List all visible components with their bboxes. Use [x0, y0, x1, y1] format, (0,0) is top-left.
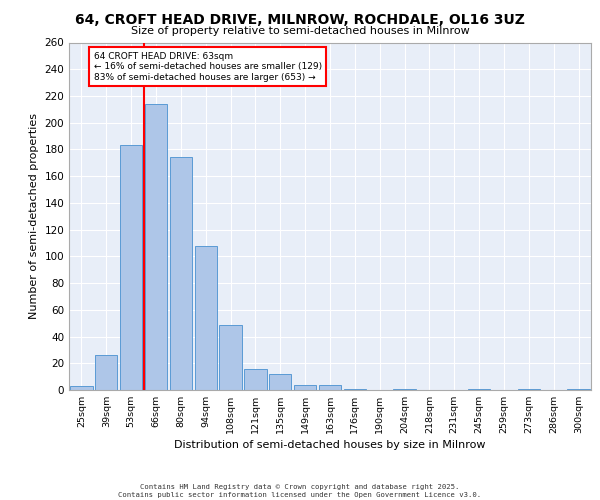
Text: 64, CROFT HEAD DRIVE, MILNROW, ROCHDALE, OL16 3UZ: 64, CROFT HEAD DRIVE, MILNROW, ROCHDALE,…	[75, 12, 525, 26]
Bar	[95, 355, 118, 390]
Bar	[319, 384, 341, 390]
Y-axis label: Number of semi-detached properties: Number of semi-detached properties	[29, 114, 39, 320]
Bar	[294, 384, 316, 390]
Bar	[244, 368, 266, 390]
Bar	[220, 324, 242, 390]
Bar	[145, 104, 167, 390]
Bar	[344, 388, 366, 390]
X-axis label: Distribution of semi-detached houses by size in Milnrow: Distribution of semi-detached houses by …	[174, 440, 486, 450]
Bar	[518, 388, 540, 390]
Bar	[70, 386, 92, 390]
Bar	[120, 146, 142, 390]
Text: Contains HM Land Registry data © Crown copyright and database right 2025.
Contai: Contains HM Land Registry data © Crown c…	[118, 484, 482, 498]
Bar	[194, 246, 217, 390]
Bar	[394, 388, 416, 390]
Bar	[568, 388, 590, 390]
Bar	[269, 374, 292, 390]
Bar	[170, 158, 192, 390]
Text: Size of property relative to semi-detached houses in Milnrow: Size of property relative to semi-detach…	[131, 26, 469, 36]
Text: 64 CROFT HEAD DRIVE: 63sqm
← 16% of semi-detached houses are smaller (129)
83% o: 64 CROFT HEAD DRIVE: 63sqm ← 16% of semi…	[94, 52, 322, 82]
Bar	[468, 388, 490, 390]
